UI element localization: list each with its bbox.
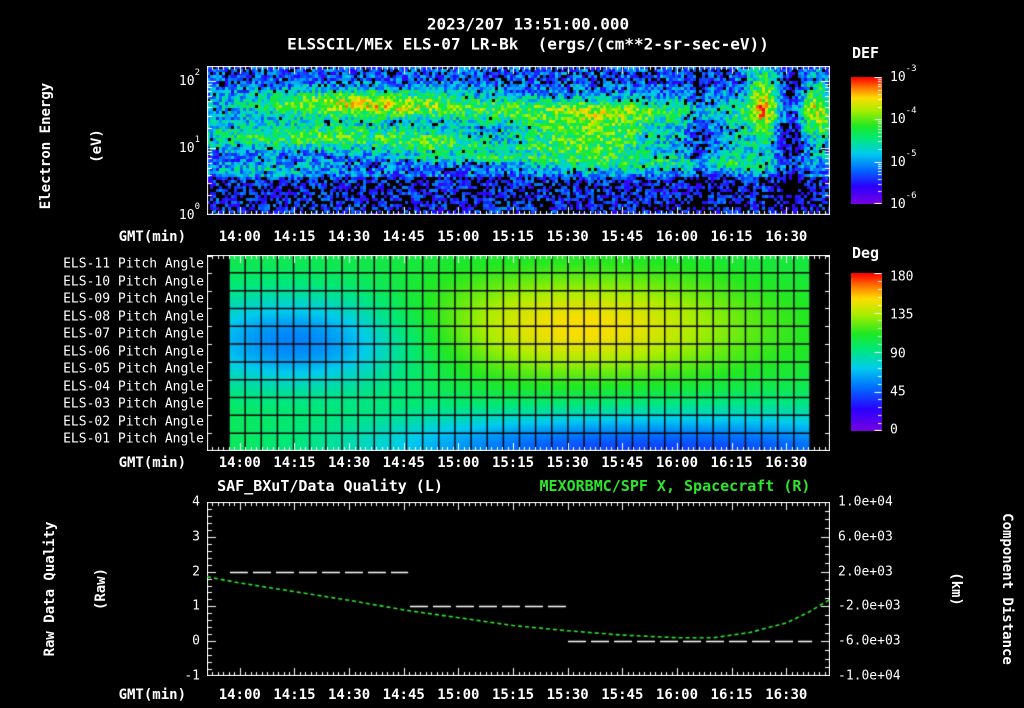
time-tick-label: 16:15	[710, 229, 753, 245]
time-tick-label: 14:15	[273, 229, 316, 245]
time-tick-label: 14:15	[273, 687, 316, 703]
time-tick-label: 14:30	[328, 229, 371, 245]
electron-energy-spectrogram-plot	[207, 66, 830, 215]
timeseries-title-right: MEXORBMC/SPF X, Spacecraft (R)	[539, 477, 811, 495]
pitch-row-label: ELS-01 Pitch Angle	[63, 431, 204, 447]
timeseries-left-tick-label: 4	[192, 494, 200, 510]
time-tick-label: 14:45	[382, 229, 425, 245]
time-tick-label: 16:30	[765, 687, 808, 703]
pitch-row-label: ELS-05 Pitch Angle	[63, 361, 204, 377]
pitch-angle-heatmap-plot	[207, 255, 830, 451]
timeseries-left-axis-label: Raw Data Quality (Raw)	[8, 522, 144, 657]
time-tick-label: 15:30	[546, 687, 589, 703]
timeseries-right-tick-label: -1.0e+04	[838, 668, 901, 684]
time-tick-label: 15:00	[437, 229, 480, 245]
timeseries-right-tick-label: 6.0e+03	[838, 529, 893, 545]
deg-colorbar-tick-label: 180	[890, 269, 914, 285]
def-colorbar-tick-label: 10-6	[890, 190, 917, 213]
page-title: 2023/207 13:51:00.000	[426, 14, 630, 34]
timeseries-left-axis-label-line1: Raw Data Quality	[42, 521, 58, 657]
pitch-row-label: ELS-02 Pitch Angle	[63, 414, 204, 429]
time-tick-label: 15:30	[546, 229, 589, 245]
time-tick-label: 16:15	[710, 687, 753, 703]
timeseries-left-tick-label: -1	[184, 668, 200, 684]
time-tick-label: 15:00	[437, 455, 480, 471]
plot-subtitle: ELSSCIL/MEx ELS-07 LR-Bk (ergs/(cm**2-sr…	[287, 34, 769, 54]
time-tick-label: 16:00	[655, 455, 699, 471]
pitch-row-label: ELS-10 Pitch Angle	[63, 274, 204, 289]
spectrogram-y-axis-label: Electron Energy (eV)	[4, 83, 140, 209]
deg-colorbar-tick-label: 90	[890, 346, 906, 361]
quality-distance-plot	[207, 502, 830, 676]
time-tick-label: 15:30	[546, 455, 589, 471]
time-tick-label: 15:15	[491, 229, 535, 245]
timeseries-left-axis-label-line2: (Raw)	[93, 567, 109, 611]
deg-colorbar	[851, 273, 882, 431]
timeseries-right-axis-label-line2: (km)	[948, 572, 964, 606]
time-tick-label: 16:30	[765, 229, 808, 245]
spectrogram-y-tick-label: 102	[178, 67, 200, 89]
time-tick-label: 15:45	[601, 687, 644, 703]
pitch-row-label: ELS-11 Pitch Angle	[63, 256, 204, 272]
timeseries-title-left: SAF_BXuT/Data Quality (L)	[217, 477, 443, 495]
timeseries-right-axis-label: Component Distance (km)	[913, 513, 1024, 665]
time-tick-label: 15:15	[491, 687, 535, 703]
timeseries-right-tick-label: 2.0e+03	[838, 564, 893, 580]
pitch-row-label: ELS-09 Pitch Angle	[63, 291, 204, 307]
pitch-row-label: ELS-04 Pitch Angle	[63, 379, 204, 394]
timeseries-right-tick-label: -2.0e+03	[838, 598, 901, 614]
spectrogram-y-tick-label: 100	[178, 201, 200, 224]
time-tick-label: 14:45	[382, 455, 425, 471]
pitch-row-label: ELS-08 Pitch Angle	[63, 309, 204, 324]
time-tick-label: 14:30	[328, 455, 371, 471]
time-tick-label: 14:45	[382, 687, 425, 703]
timeseries-left-tick-label: 2	[192, 564, 200, 580]
time-tick-label: 15:45	[601, 455, 644, 471]
time-tick-label: 16:00	[655, 687, 699, 703]
timeseries-right-axis-label-line1: Component Distance	[999, 513, 1015, 665]
def-colorbar-title: DEF	[852, 44, 880, 62]
deg-colorbar-tick-label: 45	[890, 384, 906, 400]
spectrogram-y-axis-label-line2: (eV)	[89, 129, 105, 163]
pitch-row-label: ELS-07 Pitch Angle	[63, 326, 204, 342]
deg-colorbar-title: Deg	[852, 244, 880, 262]
timeseries-left-tick-label: 3	[192, 529, 200, 545]
deg-colorbar-tick-label: 135	[890, 307, 914, 323]
time-tick-label: 14:30	[328, 687, 371, 703]
time-tick-label: 15:15	[491, 455, 535, 471]
time-tick-label: 16:30	[765, 455, 808, 471]
time-tick-label: 14:00	[218, 229, 261, 245]
timeseries-left-tick-label: 1	[192, 598, 200, 614]
pitch-row-label: ELS-06 Pitch Angle	[63, 344, 204, 359]
time-tick-label: 14:00	[218, 455, 261, 471]
time-tick-label: 15:00	[437, 687, 480, 703]
def-colorbar-tick-label: 10-5	[890, 148, 917, 170]
gmt-axis-label-bottom: GMT(min)	[118, 687, 186, 703]
spectrogram-y-axis-label-line1: Electron Energy	[38, 82, 54, 210]
def-colorbar	[851, 77, 882, 204]
time-tick-label: 14:00	[218, 687, 261, 703]
time-tick-label: 16:00	[655, 229, 699, 245]
timeseries-right-tick-label: 1.0e+04	[838, 494, 893, 510]
deg-colorbar-tick-label: 0	[890, 422, 898, 438]
time-tick-label: 16:15	[710, 455, 753, 471]
timeseries-left-tick-label: 0	[192, 633, 200, 649]
time-tick-label: 14:15	[273, 455, 316, 471]
def-colorbar-tick-label: 10-4	[890, 106, 917, 128]
time-tick-label: 15:45	[601, 229, 644, 245]
pitch-row-label: ELS-03 Pitch Angle	[63, 396, 204, 412]
gmt-axis-label-top: GMT(min)	[118, 229, 186, 245]
timeseries-right-tick-label: -6.0e+03	[838, 633, 901, 649]
def-colorbar-tick-label: 10-3	[890, 63, 917, 86]
spectrogram-y-tick-label: 101	[178, 134, 200, 156]
gmt-axis-label-middle: GMT(min)	[118, 455, 186, 471]
